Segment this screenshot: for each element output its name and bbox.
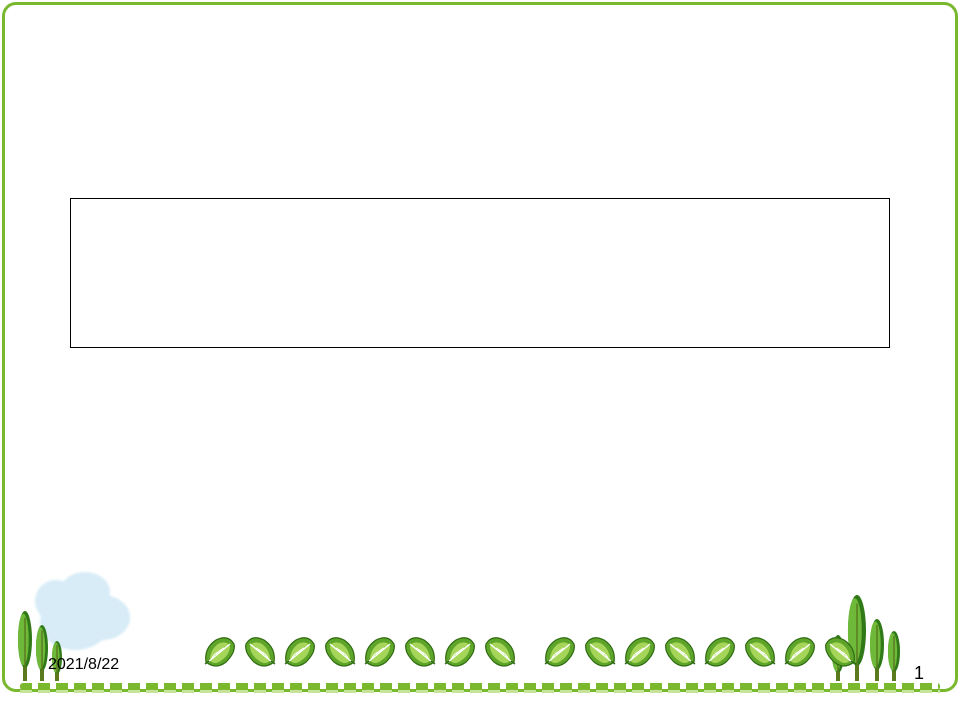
leaf-ornament-right — [540, 632, 860, 672]
cloud-group — [30, 565, 140, 650]
leaf-icon — [540, 632, 580, 672]
leaf-ornament-left — [200, 632, 520, 672]
footer-date: 2021/8/22 — [48, 656, 119, 674]
leaf-icon — [620, 632, 660, 672]
leaf-icon — [360, 632, 400, 672]
tree-icon — [866, 619, 888, 681]
leaf-icon — [200, 632, 240, 672]
leaf-icon — [480, 632, 520, 672]
leaf-icon — [400, 632, 440, 672]
leaf-icon — [660, 632, 700, 672]
leaf-icon — [580, 632, 620, 672]
tree-icon — [14, 611, 36, 681]
leaf-icon — [740, 632, 780, 672]
page-number: 1 — [914, 663, 924, 684]
leaf-icon — [240, 632, 280, 672]
decorations — [0, 0, 960, 720]
leaf-icon — [700, 632, 740, 672]
leaf-icon — [440, 632, 480, 672]
dashed-divider — [20, 683, 940, 690]
leaf-icon — [780, 632, 820, 672]
tree-cluster-right — [830, 595, 902, 686]
tree-icon — [844, 595, 870, 681]
tree-cluster-left — [16, 611, 64, 686]
leaf-icon — [820, 632, 860, 672]
leaf-icon — [280, 632, 320, 672]
tree-icon — [884, 631, 904, 681]
content-placeholder-box — [70, 198, 890, 348]
leaf-icon — [320, 632, 360, 672]
tree-icon — [828, 635, 848, 681]
